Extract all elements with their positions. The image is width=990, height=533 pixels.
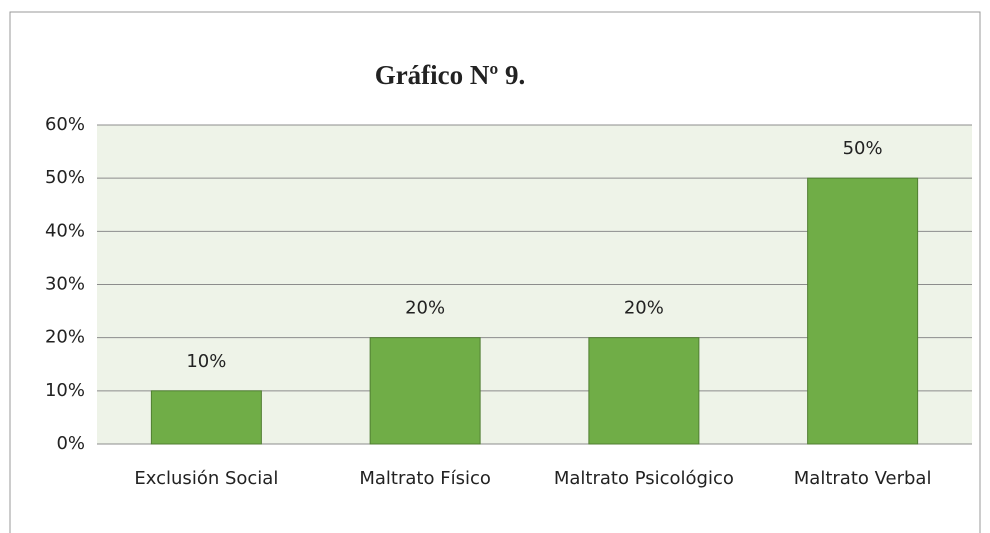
x-tick-label: Maltrato Verbal	[793, 468, 932, 489]
bar	[369, 337, 481, 445]
x-tick-label: Exclusión Social	[134, 468, 279, 489]
y-tick-label: 20%	[45, 327, 85, 348]
y-tick-label: 60%	[45, 114, 85, 135]
y-tick-label: 10%	[45, 380, 85, 401]
bar	[588, 337, 700, 445]
value-label: 20%	[624, 298, 664, 319]
x-tick-label: Maltrato Psicológico	[553, 468, 734, 489]
y-tick-label: 50%	[45, 167, 85, 188]
value-label: 20%	[405, 298, 445, 319]
y-tick-label: 30%	[45, 274, 85, 295]
value-label: 10%	[186, 351, 226, 372]
y-tick-label: 40%	[45, 220, 85, 241]
bar	[150, 390, 262, 445]
y-tick-label: 0%	[56, 433, 85, 454]
value-label: 50%	[843, 138, 883, 159]
bar	[807, 177, 919, 445]
chart-frame	[9, 11, 981, 533]
x-tick-label: Maltrato Físico	[359, 468, 491, 489]
chart-title: Gráfico Nº 9.	[375, 60, 526, 90]
